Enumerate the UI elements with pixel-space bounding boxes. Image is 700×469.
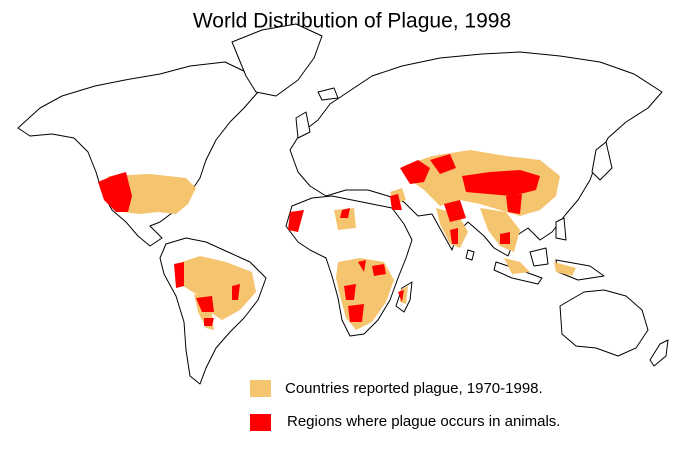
sri-lanka [465, 249, 475, 261]
region [98, 172, 132, 212]
region [390, 194, 402, 210]
philippines-japan [555, 141, 613, 241]
region [232, 284, 240, 300]
region [500, 232, 510, 244]
region [196, 296, 214, 326]
region [334, 208, 356, 230]
region [462, 170, 540, 196]
greenland [231, 23, 323, 97]
north-america [17, 61, 259, 247]
region [444, 200, 466, 244]
region [506, 194, 522, 214]
legend-swatch [250, 380, 271, 397]
region [288, 210, 304, 232]
new-zealand [649, 339, 669, 367]
region [398, 290, 404, 302]
animal-plague-regions [98, 154, 540, 326]
region [358, 260, 386, 276]
world-map [17, 23, 669, 385]
legend-label: Regions where plague occurs in animals. [287, 413, 560, 430]
region [400, 160, 430, 184]
region [176, 256, 256, 320]
region [344, 284, 364, 322]
map-title: World Distribution of Plague, 1998 [193, 10, 511, 33]
region [504, 258, 576, 276]
iceland [317, 87, 339, 101]
legend: Countries reported plague, 1970-1998. Re… [250, 380, 560, 431]
region [340, 208, 350, 218]
uk [295, 111, 311, 139]
region [430, 154, 456, 174]
legend-label: Countries reported plague, 1970-1998. [285, 380, 543, 397]
legend-swatch [250, 414, 271, 431]
australia [559, 289, 649, 357]
region [174, 262, 184, 288]
